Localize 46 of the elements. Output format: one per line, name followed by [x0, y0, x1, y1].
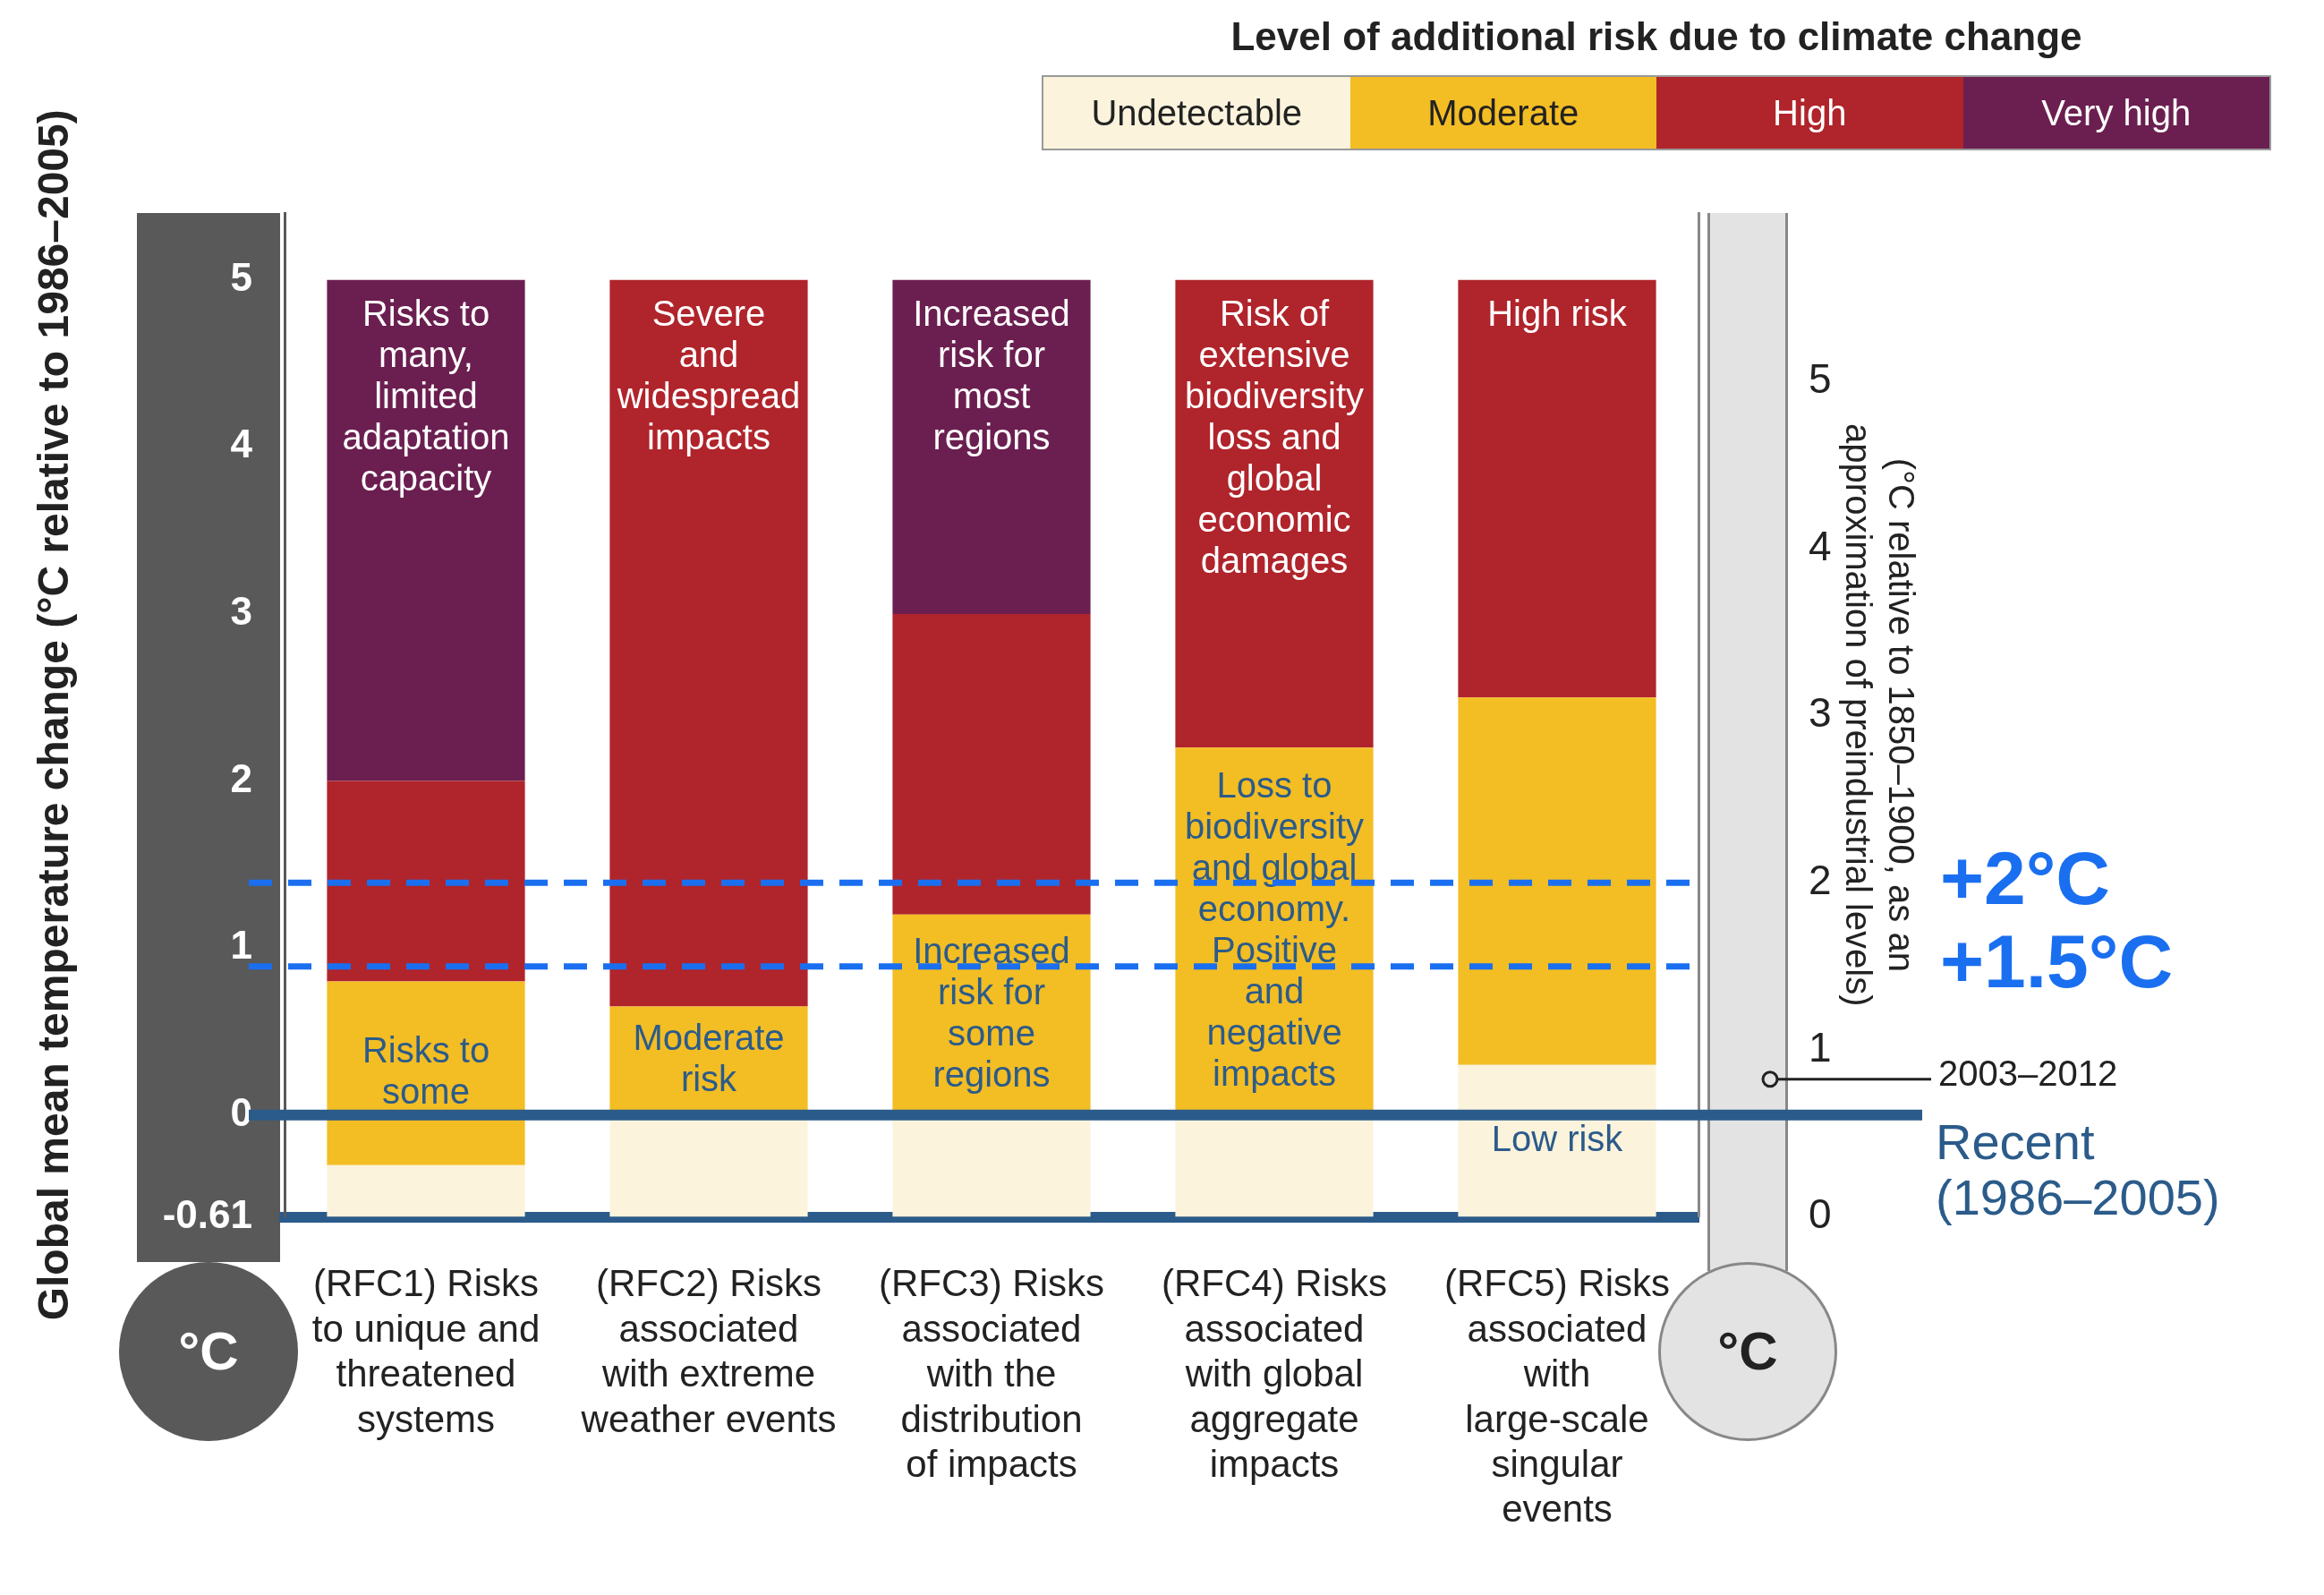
data-label: Risks to some	[362, 1030, 490, 1112]
x-tick-label: (RFC5) Risks associated with large-scale singular events	[1444, 1262, 1670, 1531]
bar	[1458, 279, 1656, 698]
y2-tick-label: 5	[230, 254, 252, 299]
x-tick-label: (RFC3) Risks associated with the distribution of impacts	[879, 1262, 1104, 1485]
text: High	[1656, 77, 1963, 149]
y2-tick-label: -0.61	[162, 1191, 252, 1236]
x-tick-label: (RFC1) Risks to unique and threatened systems	[311, 1262, 541, 1440]
bar	[327, 780, 525, 982]
y2-tick-label: 3	[230, 589, 252, 634]
x-tick-label: (RFC4) Risks associated with global aggregate impacts	[1162, 1262, 1387, 1485]
legend-title: Level of additional risk due to climate change	[1230, 14, 2083, 59]
y-tick-label: 0	[1809, 1190, 1832, 1238]
y2-tick-label: 1	[230, 923, 252, 968]
y-axis-title: (°C relative to 1850–1900, as an approximation of preindustrial levels)	[1838, 423, 1921, 1007]
y2-tick-label: 2	[230, 755, 252, 800]
x-tick-label: (RFC2) Risks associated with extreme weather events	[580, 1262, 837, 1440]
ref-line-label: +2°C	[1940, 835, 2111, 920]
ref-line-label: +1.5°C	[1940, 918, 2174, 1003]
text: Undetectable	[1043, 77, 1350, 149]
bar	[327, 1164, 525, 1217]
bar	[892, 613, 1091, 915]
text: Moderate	[1349, 77, 1656, 149]
data-label: Increased risk for some regions	[913, 930, 1070, 1094]
y2-tick-label: 4	[230, 422, 253, 466]
data-label: Low risk	[1491, 1118, 1624, 1158]
y-tick-label: 5	[1809, 355, 1832, 403]
y-tick-label: 2	[1809, 857, 1832, 904]
data-label: Severe and widespread impacts	[616, 293, 801, 456]
data-label: Risks to many, limited adaptation capacity	[342, 293, 510, 498]
y-tick-label: 1	[1809, 1023, 1832, 1070]
data-label: Risk of extensive biodiversity loss and global economic damages	[1184, 293, 1365, 580]
bar	[609, 279, 808, 1007]
text: Very high	[1962, 77, 2269, 149]
data-label: Moderate risk	[633, 1018, 785, 1099]
bar	[327, 279, 525, 781]
ref-line-label: Recent (1986–2005)	[1936, 1113, 2220, 1226]
data-label: Loss to biodiversity and global economy. Positive and negative impacts	[1184, 764, 1365, 1093]
y2-axis-title: Global mean temperature change (°C relative to 1986–2005)	[30, 109, 78, 1321]
data-label: High risk	[1487, 293, 1628, 333]
y-tick-label: 3	[1809, 689, 1832, 737]
bar	[1458, 697, 1656, 1065]
text: 2003–2012	[1938, 1053, 2118, 1093]
data-label: Increased risk for most regions	[913, 293, 1070, 456]
bar	[892, 279, 1091, 614]
y-tick-label: 4	[1809, 522, 1832, 569]
